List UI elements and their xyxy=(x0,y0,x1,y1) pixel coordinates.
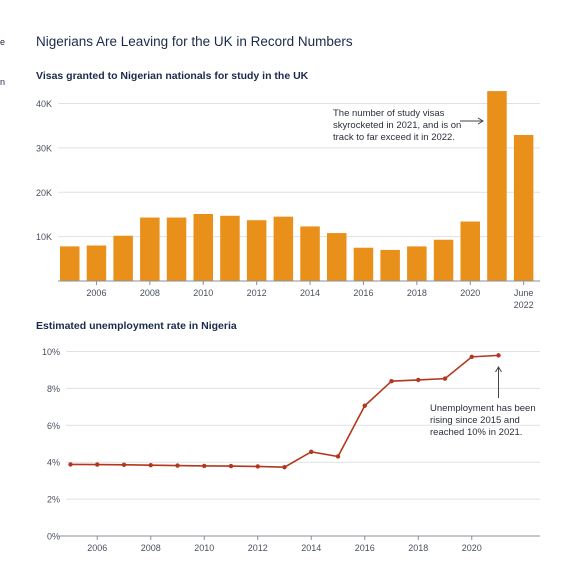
visa-bar xyxy=(166,217,187,281)
unemployment-point xyxy=(416,377,421,383)
line-x-tick-label: 2006 xyxy=(87,543,107,553)
unemployment-point xyxy=(228,463,234,469)
bar-x-tick-label: 2012 xyxy=(247,288,267,298)
unemployment-point xyxy=(95,462,100,467)
edge-text-fragment-1: e xyxy=(0,37,6,47)
visa-bar xyxy=(327,233,347,281)
unemployment-point xyxy=(68,462,73,467)
visa-bar xyxy=(433,239,454,281)
line-annotation-line-2: rising since 2015 and xyxy=(430,415,520,426)
bar-annotation-line-3: track to far exceed it in 2022. xyxy=(333,132,455,143)
bar-x-tick-label: June xyxy=(514,288,534,298)
line-x-tick-label: 2016 xyxy=(355,543,375,553)
line-x-tick-label: 2014 xyxy=(301,543,321,553)
unemployment-point xyxy=(496,353,501,358)
bar-annotation-line-1: The number of study visas xyxy=(333,108,445,119)
visa-bar xyxy=(460,221,480,281)
visa-bar xyxy=(113,235,133,281)
visa-bar xyxy=(273,216,294,281)
line-y-tick-label: 0% xyxy=(47,532,60,542)
visa-bar xyxy=(140,217,160,281)
bar-annotation-arrowhead xyxy=(477,117,484,125)
visa-bar xyxy=(86,245,107,281)
line-x-tick-label: 2020 xyxy=(462,543,482,553)
visa-bar xyxy=(246,220,267,281)
bar-chart-title: Visas granted to Nigerian nationals for … xyxy=(36,70,309,82)
line-annotation-arrowhead xyxy=(495,366,502,373)
visa-bar xyxy=(407,246,427,281)
unemployment-point xyxy=(148,462,153,468)
bar-x-tick-label: 2018 xyxy=(407,288,427,298)
unemployment-point xyxy=(202,463,207,469)
bar-y-tick-label: 10K xyxy=(36,232,52,242)
visa-bar xyxy=(193,213,213,281)
line-y-tick-label: 10% xyxy=(42,347,60,357)
bar-x-tick-label: 2016 xyxy=(353,288,373,298)
line-x-tick-label: 2012 xyxy=(248,543,268,553)
visa-bar xyxy=(300,226,320,281)
visa-bar xyxy=(353,247,374,281)
line-y-tick-label: 6% xyxy=(47,421,60,431)
visa-bar xyxy=(220,215,240,281)
unemployment-point xyxy=(362,403,367,408)
line-annotation-line-1: Unemployment has been xyxy=(430,403,536,414)
line-chart-annotation: Unemployment has been rising since 2015 … xyxy=(430,403,550,439)
bar-x-tick-label: 2006 xyxy=(86,288,106,298)
bar-y-tick-label: 40K xyxy=(36,99,52,109)
bar-x-tick-label: 2010 xyxy=(193,288,213,298)
visa-bar xyxy=(513,135,534,281)
bar-annotation-line-2: skyrocketed in 2021, and is on xyxy=(333,120,462,131)
unemployment-point xyxy=(442,376,448,381)
visa-bar xyxy=(60,246,80,281)
bar-x-tick-label: 2022 xyxy=(514,300,534,310)
bar-x-tick-label: 2020 xyxy=(460,288,480,298)
bar-y-tick-label: 20K xyxy=(36,188,52,198)
unemployment-point xyxy=(469,354,474,360)
line-y-tick-label: 8% xyxy=(47,384,60,394)
line-y-tick-label: 2% xyxy=(47,495,60,505)
line-x-tick-label: 2010 xyxy=(194,543,214,553)
unemployment-point xyxy=(121,462,127,467)
unemployment-point xyxy=(255,464,260,469)
bar-x-tick-label: 2008 xyxy=(140,288,160,298)
line-x-tick-label: 2018 xyxy=(408,543,428,553)
line-y-tick-label: 4% xyxy=(47,458,60,468)
unemployment-point xyxy=(282,464,287,470)
unemployment-point xyxy=(389,379,394,384)
unemployment-point xyxy=(309,449,314,455)
visa-bar xyxy=(380,249,400,281)
edge-text-fragment-2: n xyxy=(0,77,6,87)
page-title: Nigerians Are Leaving for the UK in Reco… xyxy=(36,34,353,49)
unemployment-point xyxy=(335,454,341,459)
unemployment-point xyxy=(175,463,180,468)
line-annotation-line-3: reached 10% in 2021. xyxy=(430,427,523,438)
visa-bar xyxy=(487,91,507,281)
line-x-tick-label: 2008 xyxy=(141,543,161,553)
bar-y-tick-label: 30K xyxy=(36,143,52,153)
bar-chart-annotation: The number of study visas skyrocketed in… xyxy=(333,108,483,144)
line-chart-title: Estimated unemployment rate in Nigeria xyxy=(36,320,237,332)
bar-x-tick-label: 2014 xyxy=(300,288,320,298)
